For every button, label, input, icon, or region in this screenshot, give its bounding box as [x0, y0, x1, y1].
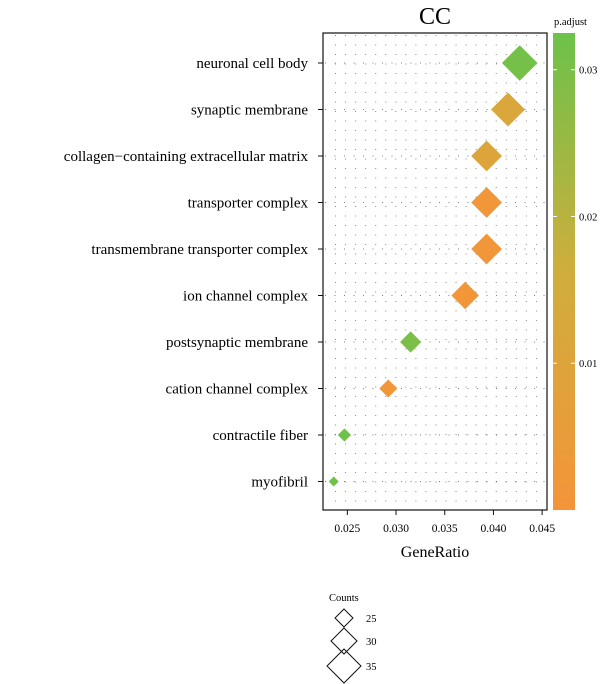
size-legend-title: Counts [329, 593, 359, 604]
data-points [328, 45, 538, 487]
x-tick-label: 0.035 [432, 523, 458, 535]
y-tick-label: contractile fiber [213, 428, 308, 444]
x-tick-label: 0.040 [480, 523, 506, 535]
data-point-diamond [471, 233, 503, 265]
x-tick-label: 0.030 [383, 523, 409, 535]
x-tick-label: 0.045 [529, 523, 555, 535]
data-point-diamond [379, 379, 398, 398]
x-axis: 0.025 0.030 0.035 0.040 0.045 [334, 510, 555, 535]
color-legend-title: p.adjust [554, 17, 587, 28]
data-point-diamond [451, 281, 479, 310]
color-legend-tick-label: 0.01 [579, 359, 597, 370]
y-tick-label: transmembrane transporter complex [91, 242, 308, 258]
color-legend-tick-label: 0.03 [579, 66, 597, 77]
color-legend: p.adjust 0.01 0.02 0.03 [553, 17, 597, 510]
y-tick-label: cation channel complex [166, 382, 309, 398]
y-tick-label: postsynaptic membrane [166, 335, 308, 351]
size-legend: Counts 25 30 35 [326, 593, 377, 684]
chart-title: CC [419, 4, 451, 30]
y-tick-label: collagen−containing extracellular matrix [64, 149, 309, 165]
data-point-diamond [328, 476, 339, 487]
size-legend-label: 25 [366, 614, 377, 625]
y-axis-labels: neuronal cell body synaptic membrane colla… [64, 56, 323, 491]
data-point-diamond [471, 140, 503, 172]
data-point-diamond [400, 331, 422, 353]
y-tick-label: transporter complex [188, 196, 309, 212]
size-legend-diamond [330, 627, 358, 655]
data-point-diamond [501, 45, 538, 81]
x-axis-title: GeneRatio [401, 544, 469, 561]
color-legend-bar [553, 33, 575, 510]
y-tick-label: myofibril [251, 475, 308, 491]
size-legend-label: 35 [366, 662, 377, 673]
data-point-diamond [337, 428, 352, 442]
y-tick-label: ion channel complex [183, 289, 308, 305]
size-legend-label: 30 [366, 637, 377, 648]
plot-frame [322, 32, 548, 511]
color-legend-tick-label: 0.02 [579, 212, 597, 223]
y-tick-label: synaptic membrane [191, 103, 308, 119]
size-legend-diamond [326, 648, 362, 684]
size-legend-diamond [334, 608, 354, 628]
data-point-diamond [491, 92, 526, 127]
x-tick-label: 0.025 [334, 523, 360, 535]
y-tick-label: neuronal cell body [196, 56, 308, 72]
data-point-diamond [471, 187, 503, 218]
